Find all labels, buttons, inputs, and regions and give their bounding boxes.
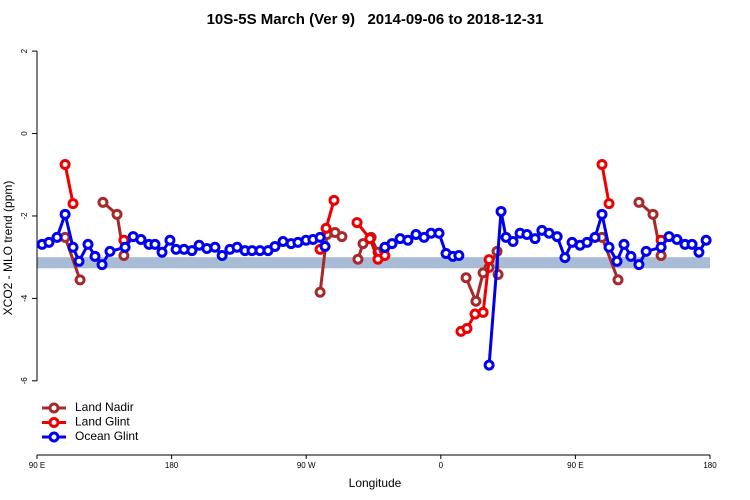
- series-line: [600, 164, 611, 204]
- data-point: [319, 240, 331, 252]
- data-point: [402, 234, 414, 246]
- data-point: [164, 234, 176, 246]
- data-point: [59, 158, 71, 170]
- data-point: [521, 229, 533, 241]
- data-point: [483, 359, 495, 371]
- data-point: [460, 272, 472, 284]
- data-point: [67, 198, 79, 210]
- data-point: [529, 233, 541, 245]
- data-point: [209, 241, 221, 253]
- x-tick-label: 180: [165, 461, 179, 470]
- data-point: [603, 198, 615, 210]
- data-point: [589, 231, 601, 243]
- y-tick-label: 0: [20, 131, 29, 136]
- data-point: [74, 274, 86, 286]
- legend-marker: [48, 417, 60, 428]
- data-point: [216, 250, 228, 262]
- data-point: [320, 222, 332, 234]
- data-point: [59, 208, 71, 220]
- legend-label: Ocean Glint: [75, 429, 139, 443]
- legend-marker: [48, 431, 60, 443]
- data-point: [43, 236, 55, 248]
- data-point: [186, 245, 198, 257]
- data-point: [483, 254, 495, 266]
- data-point: [51, 231, 63, 243]
- data-point: [111, 208, 123, 220]
- data-point: [357, 238, 369, 250]
- data-point: [104, 245, 116, 257]
- data-point: [686, 238, 698, 250]
- reference-band: [37, 257, 710, 269]
- legend-label: Land Glint: [75, 415, 130, 429]
- data-point: [655, 241, 667, 253]
- data-point: [640, 245, 652, 257]
- data-point: [82, 238, 94, 250]
- data-point: [611, 255, 623, 267]
- data-point: [89, 250, 101, 262]
- y-axis-label: XCO2 - MLO trend (ppm): [1, 181, 15, 316]
- data-point: [700, 234, 712, 246]
- data-point: [97, 196, 109, 208]
- data-point: [477, 306, 489, 318]
- data-point: [328, 194, 340, 206]
- data-point: [73, 255, 85, 267]
- data-point: [618, 238, 630, 250]
- x-axis-label: Longitude: [349, 476, 402, 490]
- data-point: [96, 259, 108, 271]
- data-point: [495, 205, 507, 217]
- data-point: [269, 240, 281, 252]
- data-point: [596, 158, 608, 170]
- data-point: [470, 295, 482, 307]
- x-tick-label: 90 W: [297, 461, 316, 470]
- data-point: [633, 196, 645, 208]
- data-point: [314, 286, 326, 298]
- data-point: [461, 322, 473, 334]
- data-point: [625, 250, 637, 262]
- data-point: [559, 252, 571, 264]
- data-point: [351, 217, 363, 229]
- legend-marker: [48, 402, 60, 414]
- data-point: [603, 241, 615, 253]
- data-point: [156, 246, 168, 258]
- y-tick-label: -6: [20, 377, 29, 385]
- x-tick-label: 180: [703, 461, 717, 470]
- legend-label: Land Nadir: [75, 400, 134, 414]
- data-point: [336, 231, 348, 243]
- data-point: [693, 246, 705, 258]
- x-tick-label: 0: [439, 461, 444, 470]
- y-tick-label: -2: [20, 212, 29, 220]
- data-point: [596, 208, 608, 220]
- data-point: [612, 274, 624, 286]
- data-point: [67, 241, 79, 253]
- data-point: [118, 250, 130, 262]
- series-line: [63, 236, 82, 281]
- data-point: [135, 233, 147, 245]
- data-point: [507, 236, 519, 248]
- data-point: [633, 259, 645, 271]
- data-point: [352, 253, 364, 265]
- data-point: [149, 238, 161, 250]
- data-point: [314, 231, 326, 243]
- data-point: [551, 231, 563, 243]
- data-point: [386, 238, 398, 250]
- series-line: [63, 164, 75, 204]
- data-point: [581, 236, 593, 248]
- x-tick-label: 90 E: [29, 461, 45, 470]
- x-tick-label: 90 E: [567, 461, 583, 470]
- y-tick-label: 2: [20, 48, 29, 53]
- data-point: [433, 227, 445, 239]
- chart-title: 10S-5S March (Ver 9) 2014-09-06 to 2018-…: [207, 11, 544, 28]
- data-point: [364, 233, 376, 245]
- data-point: [647, 208, 659, 220]
- data-point: [671, 233, 683, 245]
- data-point: [119, 241, 131, 253]
- data-point: [453, 250, 465, 262]
- y-tick-label: -4: [20, 294, 29, 302]
